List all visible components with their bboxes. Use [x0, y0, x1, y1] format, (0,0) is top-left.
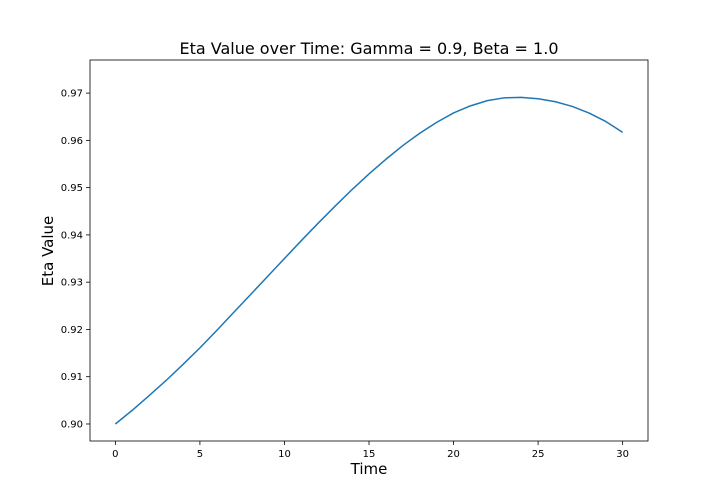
y-tick-label: 0.92 — [61, 325, 83, 336]
x-tick-label: 25 — [532, 449, 545, 460]
x-tick-label: 30 — [616, 449, 629, 460]
y-tick-label: 0.95 — [61, 183, 83, 194]
y-tick-label: 0.94 — [61, 230, 83, 241]
y-tick-label: 0.93 — [61, 278, 83, 289]
x-axis-title: Time — [350, 460, 388, 478]
series-line-0 — [114, 96, 624, 425]
axes-frame — [89, 59, 649, 442]
chart-title: Eta Value over Time: Gamma = 0.9, Beta =… — [180, 39, 559, 58]
y-tick-label: 0.91 — [61, 372, 83, 383]
y-tick-label: 0.97 — [61, 89, 83, 100]
y-tick-label: 0.96 — [61, 136, 83, 147]
y-tick-label: 0.90 — [61, 419, 83, 430]
x-tick-label: 5 — [197, 449, 203, 460]
x-tick-label: 10 — [278, 449, 291, 460]
x-tick-label: 20 — [447, 449, 460, 460]
x-tick-label: 15 — [363, 449, 376, 460]
x-tick-label: 0 — [112, 449, 118, 460]
plot-area: 0 5 10 15 20 25 30 0.90 0.91 0.92 0.93 0.94 0.95 0.96… — [61, 59, 649, 460]
y-axis-title: Eta Value — [39, 216, 57, 287]
